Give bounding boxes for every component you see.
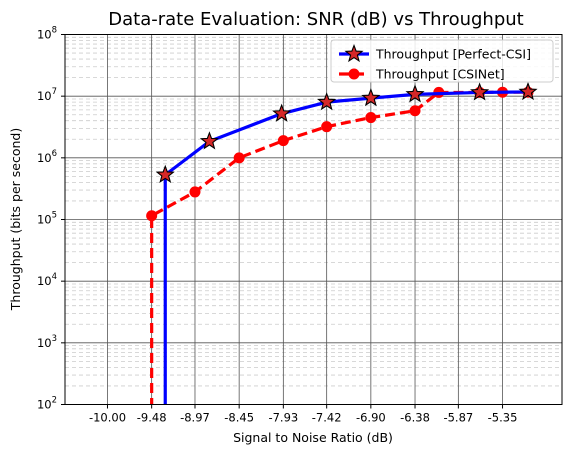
y-tick-label: 104 bbox=[37, 272, 57, 288]
y-tick-label: 105 bbox=[37, 211, 57, 227]
series-layer bbox=[147, 83, 536, 423]
series-perfect-csi bbox=[157, 83, 536, 423]
y-axis-ticks: 102 103 104 105 106 107 108 bbox=[37, 26, 65, 412]
x-tick-label: -10.00 bbox=[89, 411, 126, 425]
x-axis-ticks: -10.00 -9.48 -8.97 -8.45 -7.93 -7.42 -6.90 -6.3… bbox=[89, 405, 517, 425]
x-tick-label: -8.45 bbox=[224, 411, 254, 425]
legend-label: Throughput [Perfect-CSI] bbox=[375, 47, 531, 62]
chart-title: Data-rate Evaluation: SNR (dB) vs Throug… bbox=[108, 9, 524, 30]
x-tick-label: -5.87 bbox=[443, 411, 473, 425]
y-tick-label: 102 bbox=[37, 396, 57, 412]
data-point-marker bbox=[322, 122, 332, 132]
legend: Throughput [Perfect-CSI] Throughput [CSIN… bbox=[331, 40, 553, 82]
y-tick-label: 103 bbox=[37, 334, 57, 350]
x-tick-label: -8.97 bbox=[180, 411, 210, 425]
data-point-marker bbox=[274, 105, 290, 120]
series-line bbox=[165, 92, 528, 423]
y-axis-label: Throughput (bits per second) bbox=[8, 128, 23, 311]
data-point-marker bbox=[410, 106, 420, 116]
data-point-marker bbox=[234, 153, 244, 163]
y-tick-label: 107 bbox=[37, 87, 57, 103]
data-point-marker bbox=[278, 136, 288, 146]
x-tick-label: -7.42 bbox=[312, 411, 342, 425]
legend-marker bbox=[349, 69, 359, 79]
x-tick-label: -6.38 bbox=[400, 411, 430, 425]
y-tick-label: 108 bbox=[37, 26, 57, 42]
x-tick-label: -7.93 bbox=[268, 411, 298, 425]
series-csinet bbox=[147, 87, 533, 423]
x-tick-label: -6.90 bbox=[356, 411, 386, 425]
legend-label: Throughput [CSINet] bbox=[375, 67, 505, 82]
data-point-marker bbox=[366, 113, 376, 123]
x-tick-label: -5.35 bbox=[488, 411, 518, 425]
x-tick-label: -9.48 bbox=[137, 411, 167, 425]
data-point-marker bbox=[147, 211, 157, 221]
x-axis-label: Signal to Noise Ratio (dB) bbox=[233, 430, 393, 445]
data-point-marker bbox=[190, 187, 200, 197]
y-tick-label: 106 bbox=[37, 149, 57, 165]
